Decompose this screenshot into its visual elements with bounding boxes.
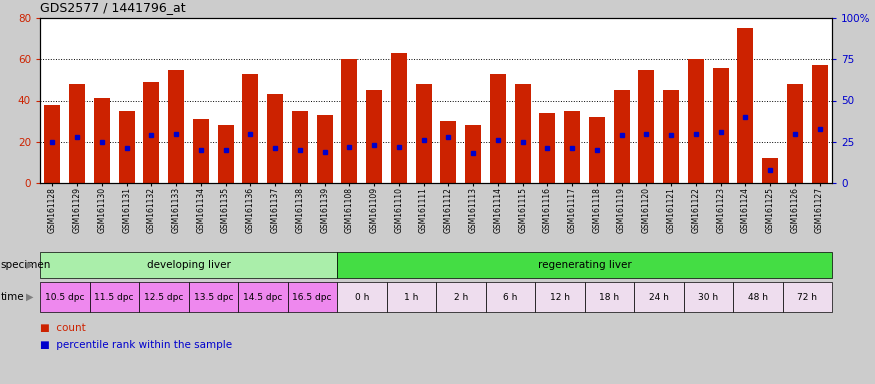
Bar: [634, 282, 683, 312]
Bar: [416, 84, 431, 183]
Text: 48 h: 48 h: [748, 293, 767, 301]
Bar: [436, 282, 486, 312]
Bar: [168, 70, 184, 183]
Text: 0 h: 0 h: [354, 293, 369, 301]
Bar: [486, 282, 535, 312]
Bar: [613, 90, 630, 183]
Bar: [188, 282, 238, 312]
Bar: [738, 28, 753, 183]
Text: 16.5 dpc: 16.5 dpc: [292, 293, 332, 301]
Bar: [337, 282, 387, 312]
Bar: [787, 84, 803, 183]
Bar: [292, 111, 308, 183]
Bar: [267, 94, 284, 183]
Bar: [663, 90, 679, 183]
Bar: [589, 117, 605, 183]
Text: ▶: ▶: [25, 292, 33, 302]
Text: 24 h: 24 h: [649, 293, 668, 301]
Bar: [238, 282, 288, 312]
Text: 18 h: 18 h: [599, 293, 619, 301]
Text: ■  percentile rank within the sample: ■ percentile rank within the sample: [40, 340, 232, 350]
Bar: [440, 121, 457, 183]
Bar: [69, 84, 85, 183]
Bar: [192, 119, 209, 183]
Bar: [733, 282, 782, 312]
Bar: [762, 158, 778, 183]
Text: 72 h: 72 h: [797, 293, 817, 301]
Text: 1 h: 1 h: [404, 293, 418, 301]
Bar: [391, 53, 407, 183]
Bar: [89, 282, 139, 312]
Bar: [139, 282, 188, 312]
Text: 11.5 dpc: 11.5 dpc: [94, 293, 134, 301]
Bar: [341, 59, 357, 183]
Bar: [218, 125, 234, 183]
Bar: [564, 111, 580, 183]
Bar: [40, 282, 89, 312]
Text: developing liver: developing liver: [147, 260, 230, 270]
Bar: [584, 282, 634, 312]
Text: 13.5 dpc: 13.5 dpc: [193, 293, 233, 301]
Bar: [242, 74, 258, 183]
Bar: [387, 282, 436, 312]
Text: 2 h: 2 h: [453, 293, 468, 301]
Bar: [466, 125, 481, 183]
Text: GDS2577 / 1441796_at: GDS2577 / 1441796_at: [40, 1, 185, 14]
Bar: [337, 252, 832, 278]
Text: 14.5 dpc: 14.5 dpc: [243, 293, 283, 301]
Text: regenerating liver: regenerating liver: [537, 260, 632, 270]
Bar: [40, 252, 337, 278]
Text: 6 h: 6 h: [503, 293, 517, 301]
Bar: [94, 98, 110, 183]
Bar: [317, 115, 332, 183]
Text: specimen: specimen: [1, 260, 52, 270]
Bar: [782, 282, 832, 312]
Bar: [144, 82, 159, 183]
Bar: [366, 90, 382, 183]
Text: 12.5 dpc: 12.5 dpc: [144, 293, 184, 301]
Bar: [514, 84, 530, 183]
Bar: [812, 65, 828, 183]
Text: time: time: [1, 292, 24, 302]
Text: 12 h: 12 h: [550, 293, 570, 301]
Bar: [688, 59, 704, 183]
Bar: [490, 74, 506, 183]
Bar: [288, 282, 337, 312]
Bar: [712, 68, 729, 183]
Bar: [119, 111, 135, 183]
Bar: [639, 70, 654, 183]
Text: ■  count: ■ count: [40, 323, 86, 333]
Text: ▶: ▶: [25, 260, 33, 270]
Bar: [45, 104, 60, 183]
Bar: [683, 282, 733, 312]
Bar: [535, 282, 584, 312]
Text: 30 h: 30 h: [698, 293, 718, 301]
Text: 10.5 dpc: 10.5 dpc: [45, 293, 85, 301]
Bar: [539, 113, 556, 183]
